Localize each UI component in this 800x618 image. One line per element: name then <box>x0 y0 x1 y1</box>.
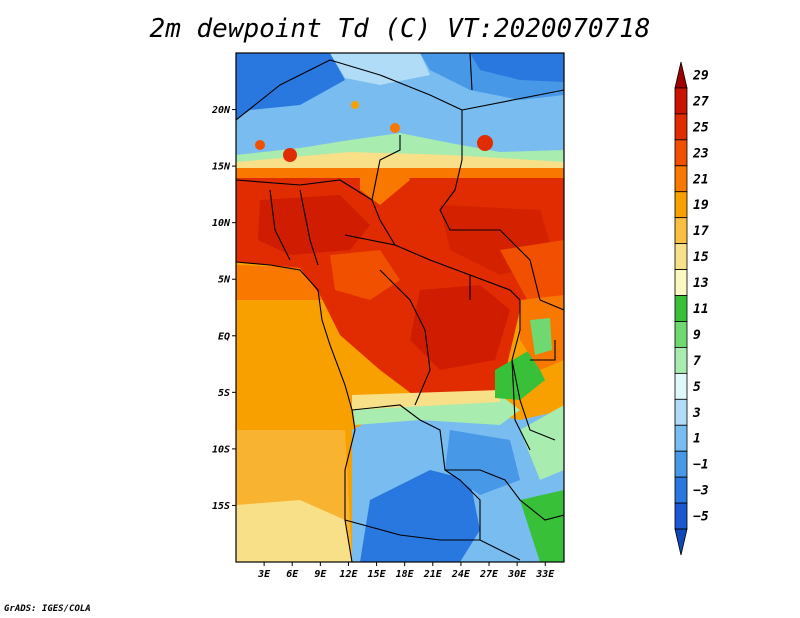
colorbar-segment <box>674 139 688 167</box>
lon-tick-label: 15E <box>368 569 387 580</box>
colorbar-segment <box>674 347 688 374</box>
lon-tick-label: 3E <box>257 569 271 580</box>
longitude-axis: 3E 6E 9E 12E 15E 18E 21E 24E 27E 30E 33E <box>257 562 555 580</box>
lon-tick-label: 9E <box>314 569 327 580</box>
lon-tick-label: 27E <box>479 569 499 580</box>
lon-tick-label: 12E <box>339 569 358 580</box>
colorbar-label: 29 <box>692 68 709 83</box>
colorbar-segment <box>674 321 688 348</box>
lon-tick-label: 6E <box>286 569 299 580</box>
colorbar-segment <box>674 424 688 452</box>
colorbar-segment <box>674 217 688 245</box>
colorbar-label: 11 <box>693 302 709 317</box>
colorbar-segment <box>674 61 688 89</box>
colorbar-segment <box>674 113 688 141</box>
colorbar-label: −5 <box>693 510 709 525</box>
lon-tick-label: 24E <box>451 569 471 580</box>
lat-tick-label: 5N <box>218 275 231 286</box>
colorbar-segment <box>674 243 688 270</box>
lon-tick-label: 21E <box>423 569 443 580</box>
lat-tick-label: 15S <box>212 501 230 512</box>
map-frame <box>235 52 565 563</box>
lat-tick-label: 10S <box>212 444 230 455</box>
colorbar-label: 23 <box>692 146 709 161</box>
colorbar-label: 9 <box>693 328 701 343</box>
colorbar-label: 1 <box>693 432 701 447</box>
colorbar-segment <box>674 450 688 478</box>
colorbar-segment <box>674 87 688 115</box>
colorbar-label: 13 <box>693 276 709 291</box>
colorbar-label: 17 <box>693 224 709 239</box>
colorbar-label: 15 <box>693 250 709 265</box>
latitude-axis: 20N 15N 10N 5N EQ 5S 10S 15S <box>211 105 236 512</box>
lon-tick-label: 33E <box>535 569 555 580</box>
country-borders <box>236 53 564 562</box>
colorbar-segment <box>674 295 688 322</box>
colorbar: 29 27 25 23 21 19 17 15 13 11 9 7 5 3 1 −1 −3 −5 <box>674 61 709 556</box>
colorbar-segment <box>674 165 688 193</box>
lon-tick-label: 18E <box>396 569 415 580</box>
colorbar-segment <box>674 476 688 504</box>
colorbar-segment <box>674 398 688 426</box>
colorbar-label: −3 <box>693 484 709 499</box>
lon-tick-label: 30E <box>507 569 527 580</box>
colorbar-label: 27 <box>692 94 709 109</box>
lat-tick-label: 10N <box>212 218 231 229</box>
colorbar-label: 7 <box>693 354 701 369</box>
colorbar-label: 21 <box>692 172 709 187</box>
colorbar-label: 3 <box>692 406 701 421</box>
lat-tick-label: 15N <box>212 162 231 173</box>
colorbar-label: 25 <box>692 120 709 135</box>
lat-tick-label: 20N <box>211 105 231 116</box>
footer-credit: GrADS: IGES/COLA <box>4 604 91 614</box>
chart-title: 2m dewpoint Td (C) VT:2020070718 <box>149 14 651 44</box>
colorbar-label: 5 <box>693 380 701 395</box>
lat-tick-label: EQ <box>218 331 230 342</box>
colorbar-label: 19 <box>693 198 709 213</box>
dewpoint-field <box>236 53 564 562</box>
colorbar-segment <box>674 191 688 219</box>
colorbar-segment <box>674 269 688 296</box>
colorbar-label: −1 <box>693 458 709 473</box>
colorbar-segment <box>674 528 688 556</box>
lat-tick-label: 5S <box>218 388 230 399</box>
colorbar-segment <box>674 502 688 530</box>
colorbar-segment <box>674 372 688 400</box>
